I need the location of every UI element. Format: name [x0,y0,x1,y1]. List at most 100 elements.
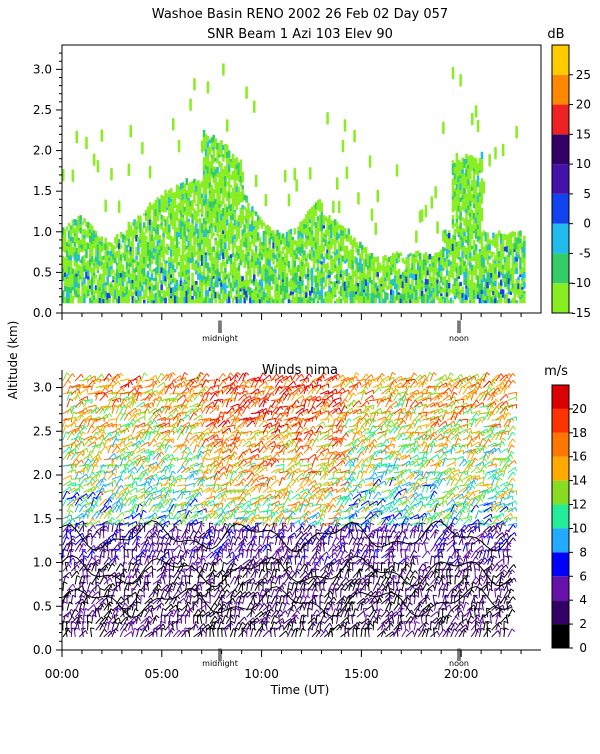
snr-cell [218,294,221,300]
snr-cell [205,225,208,229]
snr-cell [351,276,354,283]
snr-cell [245,87,248,99]
wind-barb [198,438,205,446]
snr-cell [481,201,484,204]
snr-cell [346,246,349,251]
snr-cell [382,290,385,293]
snr-cell [454,258,457,261]
snr-cell [124,278,127,282]
wind-barb [88,550,95,558]
snr-cell [93,293,96,295]
snr-x-ticks [62,313,521,320]
snr-cell [261,220,264,223]
snr-cell [95,231,98,234]
snr-colorbar-tick-label: -15 [571,306,591,320]
snr-cell [481,162,484,166]
snr-cell [377,190,380,202]
snr-cell [247,284,250,287]
snr-cell [118,239,121,243]
wind-barb [116,412,123,420]
snr-cell [195,281,198,285]
snr-cell [492,252,495,255]
wind-barb [132,513,140,519]
wind-barb [75,453,83,460]
snr-cell [91,284,94,291]
snr-cell [344,228,347,233]
snr-cell [425,205,428,217]
wind-barb [116,512,124,518]
snr-cell [394,266,397,270]
wind-barb [137,602,141,611]
wind-barb [141,442,150,447]
snr-cell [313,216,316,220]
snr-cell [172,273,175,278]
snr-cell [274,273,277,277]
snr-cell [77,281,80,284]
snr-cell [473,240,476,244]
snr-cell [207,81,210,93]
wind-barb [88,590,96,597]
snr-colorbar-tick-label: 5 [583,187,591,201]
snr-cell [222,63,225,75]
snr-cell [299,294,302,298]
snr-cell [440,271,443,277]
wind-barb [198,624,206,631]
snr-cell [104,200,107,212]
snr-cell [365,247,368,254]
snr-cell [149,166,152,178]
snr-cell [398,258,401,263]
snr-cell [128,297,131,304]
snr-cell [419,253,422,260]
snr-y-tick-label: 0.5 [33,265,52,279]
snr-cell [191,273,194,279]
snr-cell [309,167,312,179]
snr-cell [259,237,262,242]
snr-cell [232,249,235,253]
snr-cell [342,140,345,152]
snr-cell [353,130,356,142]
wind-barb [112,545,120,552]
snr-cell [328,275,331,278]
wind-barb [63,380,71,387]
snr-cell [517,277,520,281]
wind-barb [71,571,79,578]
snr-cell [494,286,497,289]
snr-cell [203,270,206,275]
snr-cell [288,194,291,206]
snr-cell [272,249,275,253]
snr-cell [313,298,316,303]
snr-cell [519,230,522,236]
snr-cell [481,283,484,286]
snr-cell [442,122,445,134]
snr-cell [305,258,308,261]
wind-barb [88,405,97,409]
wind-barb [104,490,113,494]
snr-y-ticks: 0.00.51.01.52.02.53.0 [33,53,62,320]
snr-cell [207,263,210,268]
snr-cell [139,291,142,297]
snr-cell [324,283,327,287]
snr-cell [228,168,231,172]
snr-cell [311,268,314,275]
snr-cell [400,253,403,257]
snr-cell [456,223,459,227]
wind-barb [132,446,140,453]
snr-cell [201,214,204,217]
snr-cell [224,268,227,273]
snr-cell [232,288,235,292]
snr-cell [481,152,484,159]
snr-cell [176,280,179,283]
snr-cell [220,163,223,167]
snr-cell [176,291,179,296]
snr-cell [108,298,111,303]
snr-cell [290,234,293,237]
snr-cell [241,172,244,179]
snr-cell [85,249,88,252]
snr-cell [459,74,462,86]
snr-cell [292,237,295,240]
snr-cell [494,267,497,274]
snr-cell [164,264,167,270]
snr-cell [313,263,316,269]
snr-cell [452,272,455,278]
